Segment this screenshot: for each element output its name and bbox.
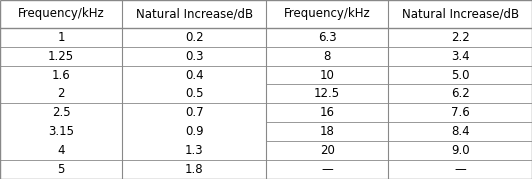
Text: 6.3: 6.3 — [318, 31, 337, 44]
Text: 18: 18 — [320, 125, 335, 138]
Text: 8: 8 — [323, 50, 331, 63]
Text: 5: 5 — [57, 163, 65, 176]
Text: 9.0: 9.0 — [451, 144, 470, 157]
Text: 3.15: 3.15 — [48, 125, 74, 138]
Text: 0.9: 0.9 — [185, 125, 204, 138]
Text: 5.0: 5.0 — [451, 69, 469, 81]
Text: Natural Increase/dB: Natural Increase/dB — [136, 7, 253, 20]
Text: 1.6: 1.6 — [52, 69, 71, 81]
Text: 0.5: 0.5 — [185, 87, 203, 100]
Text: 7.6: 7.6 — [451, 106, 470, 119]
Text: Frequency/kHz: Frequency/kHz — [18, 7, 105, 20]
Text: 0.3: 0.3 — [185, 50, 203, 63]
Text: 0.2: 0.2 — [185, 31, 204, 44]
Text: 12.5: 12.5 — [314, 87, 340, 100]
Text: Frequency/kHz: Frequency/kHz — [284, 7, 371, 20]
Text: 1.8: 1.8 — [185, 163, 204, 176]
Text: 1.3: 1.3 — [185, 144, 204, 157]
Text: 16: 16 — [320, 106, 335, 119]
Text: —: — — [454, 163, 466, 176]
Text: —: — — [321, 163, 333, 176]
Text: 8.4: 8.4 — [451, 125, 470, 138]
Text: Natural Increase/dB: Natural Increase/dB — [402, 7, 519, 20]
Text: 20: 20 — [320, 144, 335, 157]
Text: 2.5: 2.5 — [52, 106, 71, 119]
Text: 2: 2 — [57, 87, 65, 100]
Text: 2.2: 2.2 — [451, 31, 470, 44]
Text: 10: 10 — [320, 69, 335, 81]
Text: 0.4: 0.4 — [185, 69, 204, 81]
Text: 6.2: 6.2 — [451, 87, 470, 100]
Text: 3.4: 3.4 — [451, 50, 470, 63]
Text: 4: 4 — [57, 144, 65, 157]
Text: 0.7: 0.7 — [185, 106, 204, 119]
Text: 1.25: 1.25 — [48, 50, 74, 63]
Text: 1: 1 — [57, 31, 65, 44]
